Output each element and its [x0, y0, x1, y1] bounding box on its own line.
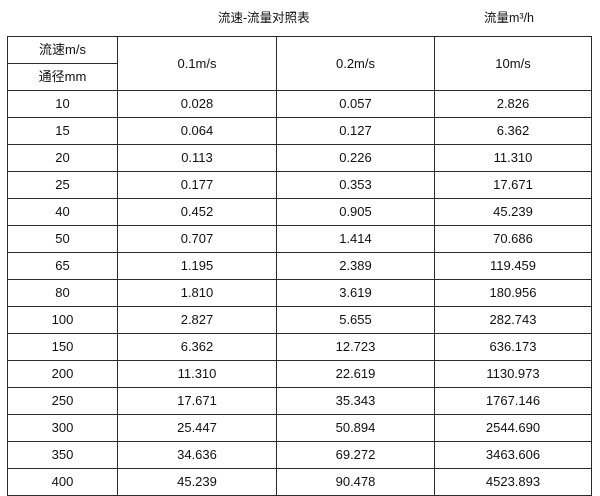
cell-dn: 15: [7, 117, 118, 145]
cell-dn: 400: [7, 468, 118, 496]
cell-dn: 350: [7, 441, 118, 469]
table-row: 65 1.195 2.389 119.459: [7, 252, 592, 280]
cell-v3: 2544.690: [434, 414, 592, 442]
cell-v3: 1130.973: [434, 360, 592, 388]
cell-v1: 0.452: [117, 198, 277, 226]
cell-dn: 10: [7, 90, 118, 118]
cell-v1: 6.362: [117, 333, 277, 361]
table-row: 10 0.028 0.057 2.826: [7, 90, 592, 118]
cell-v1: 25.447: [117, 414, 277, 442]
cell-v2: 69.272: [276, 441, 435, 469]
cell-v3: 1767.146: [434, 387, 592, 415]
caption-strip: 流速-流量对照表 流量m³/h: [0, 0, 600, 36]
header-row-bottom: 通径mm: [7, 63, 592, 91]
cell-v2: 12.723: [276, 333, 435, 361]
cell-v1: 0.177: [117, 171, 277, 199]
cell-v2: 5.655: [276, 306, 435, 334]
cell-v3: 6.362: [434, 117, 592, 145]
cell-dn: 300: [7, 414, 118, 442]
cell-v2: 35.343: [276, 387, 435, 415]
cell-dn: 40: [7, 198, 118, 226]
cell-v2: 0.353: [276, 171, 435, 199]
table-row: 250 17.671 35.343 1767.146: [7, 387, 592, 415]
cell-v2: 3.619: [276, 279, 435, 307]
cell-v2: 0.057: [276, 90, 435, 118]
cell-v3: 3463.606: [434, 441, 592, 469]
table-row: 150 6.362 12.723 636.173: [7, 333, 592, 361]
corner-header-velocity: 流速m/s: [7, 36, 118, 64]
cell-v3: 2.826: [434, 90, 592, 118]
cell-dn: 50: [7, 225, 118, 253]
cell-v1: 34.636: [117, 441, 277, 469]
cell-v1: 17.671: [117, 387, 277, 415]
table-row: 350 34.636 69.272 3463.606: [7, 441, 592, 469]
cell-v1: 0.113: [117, 144, 277, 172]
page-title: 流速-流量对照表: [218, 11, 310, 25]
table-row: 40 0.452 0.905 45.239: [7, 198, 592, 226]
cell-v3: 636.173: [434, 333, 592, 361]
cell-v2: 0.127: [276, 117, 435, 145]
cell-dn: 80: [7, 279, 118, 307]
table-body: 流速m/s 0.1m/s 0.2m/s 10m/s 通径mm 10 0.028 …: [7, 36, 592, 496]
cell-v2: 0.905: [276, 198, 435, 226]
table-row: 300 25.447 50.894 2544.690: [7, 414, 592, 442]
flow-unit-label: 流量m³/h: [484, 11, 535, 25]
cell-v3: 11.310: [434, 144, 592, 172]
cell-v3: 45.239: [434, 198, 592, 226]
cell-v3: 17.671: [434, 171, 592, 199]
flow-velocity-table-wrapper: 流速m/s 0.1m/s 0.2m/s 10m/s 通径mm 10 0.028 …: [7, 36, 592, 496]
cell-dn: 100: [7, 306, 118, 334]
column-header-0: 0.1m/s: [117, 36, 277, 91]
cell-v2: 50.894: [276, 414, 435, 442]
cell-v2: 0.226: [276, 144, 435, 172]
flow-velocity-table: 流速m/s 0.1m/s 0.2m/s 10m/s 通径mm 10 0.028 …: [7, 36, 592, 496]
cell-v3: 4523.893: [434, 468, 592, 496]
cell-v3: 70.686: [434, 225, 592, 253]
cell-v1: 0.707: [117, 225, 277, 253]
table-row: 100 2.827 5.655 282.743: [7, 306, 592, 334]
column-header-2: 10m/s: [434, 36, 592, 91]
table-row: 15 0.064 0.127 6.362: [7, 117, 592, 145]
cell-dn: 65: [7, 252, 118, 280]
cell-v1: 1.810: [117, 279, 277, 307]
cell-v1: 11.310: [117, 360, 277, 388]
cell-v1: 0.064: [117, 117, 277, 145]
header-row-top: 流速m/s 0.1m/s 0.2m/s 10m/s: [7, 36, 592, 91]
cell-v1: 2.827: [117, 306, 277, 334]
cell-v1: 0.028: [117, 90, 277, 118]
table-row: 50 0.707 1.414 70.686: [7, 225, 592, 253]
table-row: 25 0.177 0.353 17.671: [7, 171, 592, 199]
table-row: 200 11.310 22.619 1130.973: [7, 360, 592, 388]
column-header-1: 0.2m/s: [276, 36, 435, 91]
table-row: 20 0.113 0.226 11.310: [7, 144, 592, 172]
cell-v2: 2.389: [276, 252, 435, 280]
cell-v2: 22.619: [276, 360, 435, 388]
table-row: 400 45.239 90.478 4523.893: [7, 468, 592, 496]
cell-v3: 180.956: [434, 279, 592, 307]
cell-dn: 250: [7, 387, 118, 415]
cell-v3: 282.743: [434, 306, 592, 334]
cell-dn: 20: [7, 144, 118, 172]
cell-v1: 45.239: [117, 468, 277, 496]
cell-dn: 200: [7, 360, 118, 388]
cell-v2: 90.478: [276, 468, 435, 496]
table-row: 80 1.810 3.619 180.956: [7, 279, 592, 307]
cell-v3: 119.459: [434, 252, 592, 280]
cell-dn: 150: [7, 333, 118, 361]
cell-v2: 1.414: [276, 225, 435, 253]
cell-dn: 25: [7, 171, 118, 199]
cell-v1: 1.195: [117, 252, 277, 280]
corner-header-diameter: 通径mm: [7, 63, 118, 91]
